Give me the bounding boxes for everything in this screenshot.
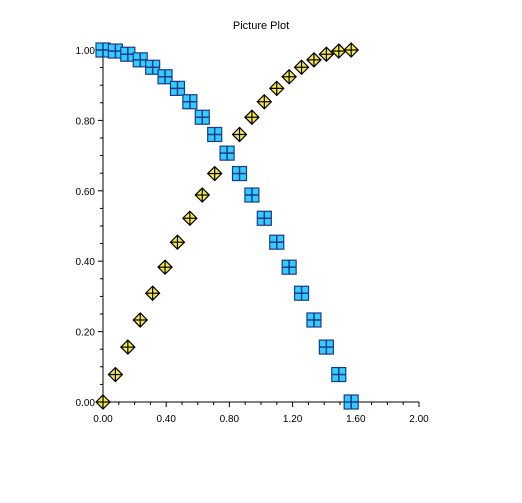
diamond-point bbox=[144, 285, 161, 302]
x-tick-label: 2.00 bbox=[409, 414, 429, 425]
square-point bbox=[281, 259, 297, 275]
square-point bbox=[343, 394, 359, 410]
square-point bbox=[182, 94, 198, 110]
series-1 bbox=[95, 42, 360, 410]
square-point bbox=[269, 234, 285, 250]
diamond-point bbox=[330, 43, 347, 59]
square-point bbox=[194, 109, 210, 125]
y-tick-label: 0.80 bbox=[76, 116, 96, 127]
square-point bbox=[120, 46, 136, 62]
square-point bbox=[157, 69, 173, 85]
square-point bbox=[256, 210, 272, 226]
square-point bbox=[219, 145, 235, 161]
diamond-point bbox=[157, 259, 173, 276]
square-point bbox=[331, 366, 347, 383]
y-tick-label: 0.00 bbox=[76, 398, 96, 409]
square-point bbox=[318, 339, 334, 355]
marks bbox=[95, 42, 360, 410]
diamond-point bbox=[268, 80, 285, 97]
diamond-point bbox=[306, 52, 322, 68]
diamond-point bbox=[231, 126, 248, 143]
series-2 bbox=[95, 42, 359, 410]
square-point bbox=[207, 126, 223, 143]
square-point bbox=[132, 52, 148, 68]
y-tick-label: 1.00 bbox=[76, 46, 96, 57]
square-point bbox=[244, 187, 260, 203]
diamond-point bbox=[169, 234, 186, 251]
diamond-point bbox=[293, 59, 310, 76]
y-tick-label: 0.60 bbox=[76, 187, 96, 198]
diamond-point bbox=[318, 46, 335, 63]
square-point bbox=[231, 165, 248, 182]
y-tick-label: 0.40 bbox=[76, 257, 96, 268]
diamond-point bbox=[206, 165, 223, 182]
x-tick-label: 1.60 bbox=[346, 414, 366, 425]
diamond-point bbox=[119, 339, 136, 355]
diamond-point bbox=[107, 366, 124, 383]
x-tick-label: 1.20 bbox=[283, 414, 303, 425]
diamond-point bbox=[244, 109, 260, 126]
ticks: 0.00 0.40 0.80 1.20 1.60 2.00 0.00 0.20 0.40 0.60… bbox=[76, 46, 430, 425]
y-tick-label: 0.20 bbox=[76, 328, 96, 339]
diamond-point bbox=[343, 42, 360, 58]
x-tick-label: 0.80 bbox=[220, 414, 240, 425]
x-tick-label: 0.40 bbox=[156, 414, 176, 425]
diamond-point bbox=[182, 210, 198, 227]
chart-title: Picture Plot bbox=[233, 20, 289, 32]
square-point bbox=[145, 59, 161, 75]
square-point bbox=[169, 80, 186, 96]
diamond-point bbox=[281, 68, 297, 85]
x-tick-label: 0.00 bbox=[93, 414, 113, 425]
square-point bbox=[306, 312, 322, 328]
diamond-point bbox=[95, 394, 111, 410]
diamond-point bbox=[256, 93, 273, 110]
diamond-point bbox=[132, 312, 149, 328]
square-point bbox=[293, 285, 310, 301]
diamond-point bbox=[194, 187, 211, 203]
